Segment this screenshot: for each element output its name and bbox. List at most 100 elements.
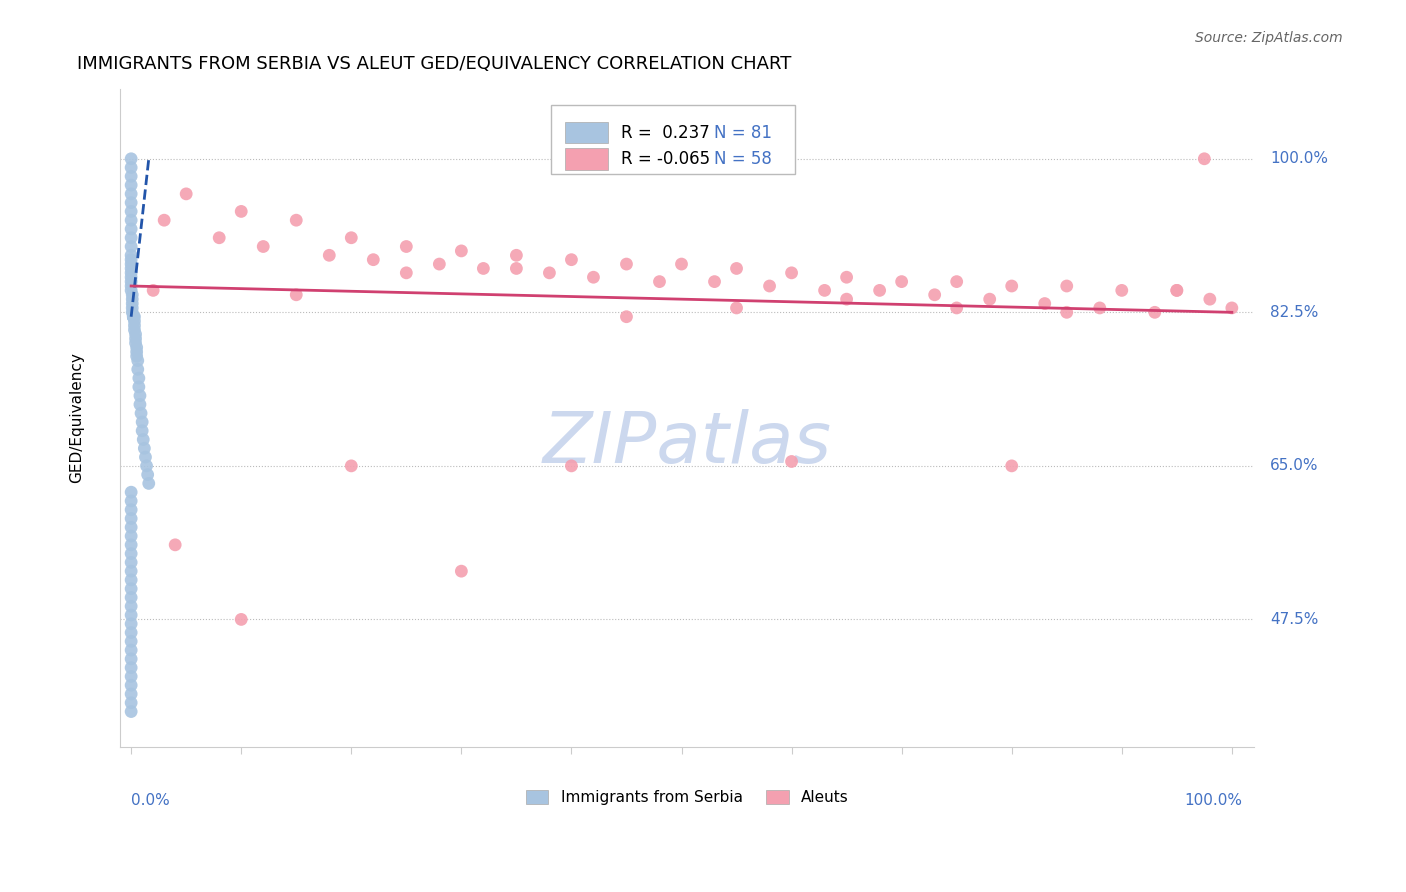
Text: GED/Equivalency: GED/Equivalency — [69, 352, 84, 483]
Point — [142, 284, 165, 298]
Point — [125, 349, 148, 363]
Point — [363, 252, 385, 267]
Point — [616, 257, 638, 271]
Point — [231, 204, 253, 219]
Point — [671, 257, 693, 271]
Point — [869, 284, 891, 298]
Point — [124, 323, 146, 337]
Point — [124, 314, 146, 328]
Text: 65.0%: 65.0% — [1271, 458, 1319, 474]
Point — [132, 433, 155, 447]
Point — [1056, 305, 1078, 319]
Point — [127, 362, 149, 376]
Point — [340, 458, 363, 473]
Text: 100.0%: 100.0% — [1271, 152, 1329, 166]
Point — [129, 397, 152, 411]
Point — [1198, 292, 1220, 306]
Point — [120, 485, 142, 500]
Point — [780, 454, 803, 468]
Point — [120, 687, 142, 701]
Point — [120, 555, 142, 569]
Point — [120, 520, 142, 534]
Point — [135, 458, 157, 473]
Point — [120, 564, 142, 578]
Text: N = 58: N = 58 — [714, 150, 772, 168]
Point — [538, 266, 561, 280]
Point — [120, 511, 142, 525]
Point — [1111, 284, 1133, 298]
Point — [835, 292, 858, 306]
Text: N = 81: N = 81 — [714, 124, 772, 142]
Point — [134, 450, 156, 464]
Text: 0.0%: 0.0% — [132, 793, 170, 808]
Point — [395, 239, 418, 253]
Point — [134, 442, 156, 456]
Point — [120, 266, 142, 280]
Point — [120, 195, 142, 210]
Point — [120, 669, 142, 683]
Point — [120, 222, 142, 236]
Point — [725, 301, 748, 315]
Point — [122, 310, 145, 324]
Point — [120, 270, 142, 285]
Point — [128, 380, 150, 394]
Text: Source: ZipAtlas.com: Source: ZipAtlas.com — [1195, 31, 1343, 45]
Point — [395, 266, 418, 280]
Point — [780, 266, 803, 280]
Point — [120, 213, 142, 227]
Point — [120, 248, 142, 262]
Point — [122, 310, 145, 324]
Point — [120, 178, 142, 193]
Point — [1056, 279, 1078, 293]
Text: ZIPatlas: ZIPatlas — [543, 409, 831, 478]
Point — [129, 389, 152, 403]
Point — [120, 169, 142, 184]
Point — [120, 239, 142, 253]
Point — [120, 152, 142, 166]
Point — [616, 310, 638, 324]
Point — [1166, 284, 1188, 298]
Text: IMMIGRANTS FROM SERBIA VS ALEUT GED/EQUIVALENCY CORRELATION CHART: IMMIGRANTS FROM SERBIA VS ALEUT GED/EQUI… — [77, 55, 792, 73]
Point — [120, 204, 142, 219]
Point — [1001, 458, 1024, 473]
Point — [120, 257, 142, 271]
Point — [318, 248, 340, 262]
Point — [120, 275, 142, 289]
Point — [648, 275, 671, 289]
Point — [128, 371, 150, 385]
Point — [120, 652, 142, 666]
Point — [560, 458, 582, 473]
Point — [131, 424, 153, 438]
Point — [208, 231, 231, 245]
Point — [120, 582, 142, 596]
Text: 47.5%: 47.5% — [1271, 612, 1319, 627]
Point — [136, 467, 159, 482]
Point — [120, 591, 142, 605]
Bar — [565, 148, 607, 169]
Point — [1194, 152, 1216, 166]
Point — [1088, 301, 1111, 315]
Point — [979, 292, 1001, 306]
Point — [125, 344, 148, 359]
Point — [120, 279, 142, 293]
Point — [120, 634, 142, 648]
Point — [340, 231, 363, 245]
Point — [122, 310, 145, 324]
Point — [120, 502, 142, 516]
Point — [165, 538, 187, 552]
Point — [582, 270, 605, 285]
Point — [945, 301, 967, 315]
Point — [124, 310, 146, 324]
Point — [560, 252, 582, 267]
Point — [124, 336, 146, 351]
Point — [120, 661, 142, 675]
Point — [1220, 301, 1243, 315]
Point — [121, 296, 143, 310]
Point — [120, 529, 142, 543]
Point — [285, 213, 308, 227]
Point — [120, 599, 142, 614]
Point — [120, 284, 142, 298]
Point — [122, 310, 145, 324]
Point — [138, 476, 160, 491]
Point — [122, 310, 145, 324]
